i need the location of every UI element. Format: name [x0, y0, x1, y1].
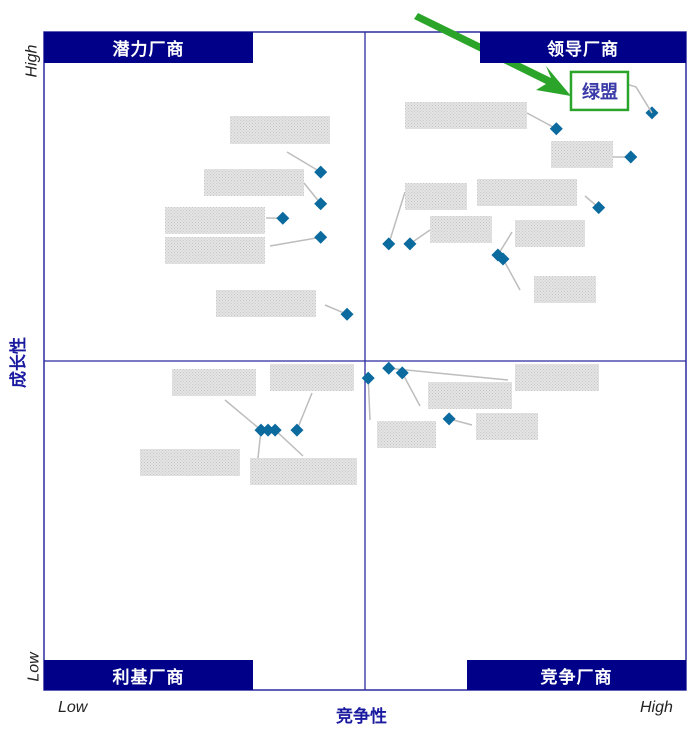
- redacted-label: [515, 364, 599, 391]
- redacted-label: [204, 169, 304, 196]
- redacted-label: [534, 276, 596, 303]
- data-point: [624, 150, 638, 164]
- leader-line: [367, 378, 371, 421]
- leader-line: [274, 429, 304, 457]
- quadrant-label-bottom-right: 竞争厂商: [467, 660, 686, 690]
- data-point: [268, 423, 282, 437]
- data-point: [592, 201, 606, 215]
- redacted-label: [377, 421, 436, 448]
- data-point: [442, 412, 456, 426]
- leader-line: [388, 191, 406, 245]
- redacted-label: [250, 458, 357, 485]
- data-point: [314, 197, 328, 211]
- y-axis-title: 成长性: [9, 337, 29, 388]
- data-point: [382, 237, 396, 251]
- highlight-leader-line: [625, 83, 653, 114]
- highlight-label: 绿盟: [582, 81, 618, 103]
- data-point: [491, 248, 505, 262]
- redacted-label: [476, 413, 538, 440]
- data-point: [314, 230, 328, 244]
- y-tick-high: High: [23, 44, 41, 78]
- x-axis-title: 竞争性: [336, 707, 387, 727]
- leader-line: [502, 258, 521, 291]
- leader-line: [526, 112, 557, 130]
- redacted-label: [405, 102, 527, 129]
- y-tick-low: Low: [25, 652, 43, 682]
- x-tick-low: Low: [58, 699, 88, 716]
- data-point: [382, 361, 396, 375]
- leader-line: [269, 236, 321, 247]
- data-point: [496, 252, 510, 266]
- redacted-label: [428, 382, 512, 409]
- data-point: [340, 307, 354, 321]
- redacted-label: [430, 216, 492, 243]
- redacted-label: [477, 179, 577, 206]
- highlight-box: [569, 70, 630, 112]
- leader-line: [286, 151, 322, 173]
- redacted-label: [140, 449, 240, 476]
- quadrant-label-top-right: 领导厂商: [480, 32, 686, 63]
- data-point: [276, 211, 290, 225]
- redacted-label: [216, 290, 316, 317]
- data-point: [254, 423, 268, 437]
- data-point: [361, 371, 375, 385]
- leader-line: [388, 367, 509, 381]
- redacted-label: [172, 369, 256, 396]
- redacted-label: [405, 183, 467, 210]
- redacted-label: [165, 207, 265, 234]
- x-tick-high: High: [640, 699, 673, 716]
- leader-line: [224, 399, 262, 431]
- data-point: [290, 423, 304, 437]
- data-point: [261, 423, 275, 437]
- data-point: [403, 237, 417, 251]
- redacted-label: [165, 237, 265, 264]
- data-point: [314, 165, 328, 179]
- data-point: [395, 366, 409, 380]
- data-point: [549, 122, 563, 136]
- redacted-label: [551, 141, 613, 168]
- redacted-label: [230, 116, 330, 144]
- redacted-label: [270, 364, 354, 391]
- quadrant-label-top-left: 潜力厂商: [44, 32, 253, 63]
- leader-line: [296, 392, 313, 431]
- leader-line: [401, 372, 421, 407]
- quadrant-label-bottom-left: 利基厂商: [44, 660, 253, 690]
- redacted-label: [515, 220, 585, 247]
